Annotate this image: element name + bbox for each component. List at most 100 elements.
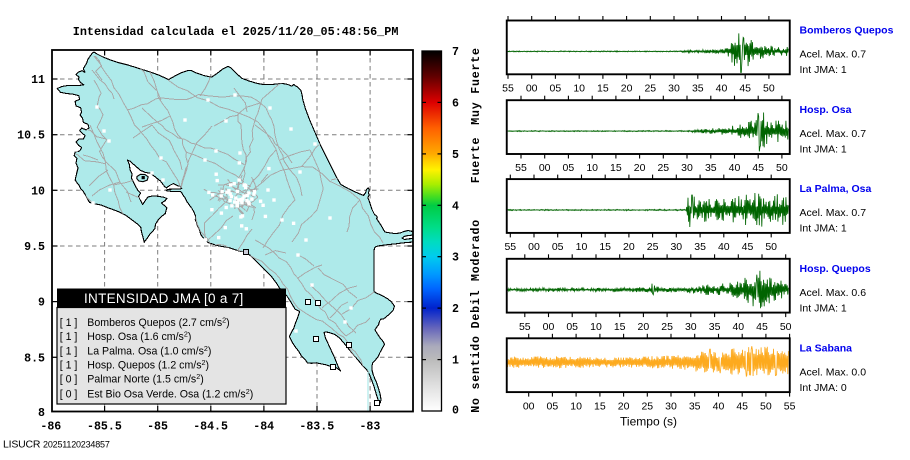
svg-text:Hosp. Osa (1.6 cm/s2): Hosp. Osa (1.6 cm/s2) [87,330,191,344]
svg-text:25: 25 [661,321,673,333]
svg-text:8: 8 [38,407,45,420]
svg-text:35: 35 [694,241,706,253]
svg-text:40: 40 [718,241,730,253]
svg-text:-83.5: -83.5 [299,421,334,434]
svg-text:[ 1 ]: [ 1 ] [60,331,78,343]
svg-text:55: 55 [502,83,514,95]
svg-text:3: 3 [452,252,459,265]
svg-text:35: 35 [705,162,717,174]
svg-text:00: 00 [523,400,535,412]
svg-text:35: 35 [692,83,704,95]
svg-text:25: 25 [657,162,669,174]
svg-text:05: 05 [552,241,564,253]
svg-text:[ 0 ]: [ 0 ] [60,374,78,386]
svg-text:20: 20 [634,162,646,174]
svg-text:0: 0 [452,405,459,418]
svg-text:Acel. Max. 0.6: Acel. Max. 0.6 [800,287,867,299]
svg-text:45: 45 [739,83,751,95]
svg-text:8.5: 8.5 [24,352,45,365]
svg-text:Acel. Max. 0.7: Acel. Max. 0.7 [800,128,867,140]
svg-text:10: 10 [573,83,585,95]
svg-text:20: 20 [621,83,633,95]
svg-text:[ 1 ]: [ 1 ] [60,360,78,372]
svg-text:No sentido: No sentido [470,335,483,413]
svg-text:-84: -84 [253,421,274,434]
svg-text:00: 00 [543,321,555,333]
svg-text:5: 5 [452,149,459,162]
svg-text:Bomberos Quepos: Bomberos Quepos [800,25,894,37]
svg-text:7: 7 [452,46,459,59]
svg-text:10: 10 [570,400,582,412]
svg-text:Fuerte: Fuerte [470,137,483,184]
svg-text:00: 00 [526,83,538,95]
svg-text:20: 20 [623,241,635,253]
svg-text:45: 45 [752,162,764,174]
svg-text:INTENSIDAD JMA [0 a 7]: INTENSIDAD JMA [0 a 7] [84,291,244,306]
svg-text:20: 20 [638,321,650,333]
svg-text:2: 2 [452,303,459,316]
svg-text:05: 05 [550,83,562,95]
svg-text:10: 10 [590,321,602,333]
svg-text:9.5: 9.5 [24,241,45,254]
svg-text:55: 55 [515,162,527,174]
svg-text:Intensidad calculada el 2025/1: Intensidad calculada el 2025/11/20_05:48… [73,25,399,39]
svg-text:Acel. Max. 0.7: Acel. Max. 0.7 [800,207,867,219]
svg-text:4: 4 [452,200,459,213]
svg-text:Palmar Norte (1.5 cm/s2): Palmar Norte (1.5 cm/s2) [87,372,203,386]
svg-text:50: 50 [776,162,788,174]
svg-text:Int JMA: 0: Int JMA: 0 [800,382,847,394]
svg-text:-84.5: -84.5 [193,421,228,434]
svg-text:11: 11 [31,74,45,87]
svg-text:Int JMA: 1: Int JMA: 1 [800,144,847,156]
svg-text:Int JMA: 1: Int JMA: 1 [800,64,847,76]
svg-text:05: 05 [563,162,575,174]
svg-text:30: 30 [665,400,677,412]
svg-text:15: 15 [610,162,622,174]
svg-text:Est Bio Osa Verde. Osa (1.2 cm: Est Bio Osa Verde. Osa (1.2 cm/s2) [87,387,253,401]
svg-text:10: 10 [31,185,45,198]
svg-text:15: 15 [599,241,611,253]
svg-text:50: 50 [780,321,792,333]
svg-text:La Palma, Osa: La Palma, Osa [800,183,872,195]
svg-text:La Palma. Osa (1.0 cm/s2): La Palma. Osa (1.0 cm/s2) [87,344,211,358]
svg-text:Acel. Max. 0.7: Acel. Max. 0.7 [800,49,867,61]
svg-text:15: 15 [594,400,606,412]
svg-text:[ 1 ]: [ 1 ] [60,317,78,329]
svg-text:Tiempo (s): Tiempo (s) [620,415,677,429]
svg-text:[ 1 ]: [ 1 ] [60,345,78,357]
svg-text:30: 30 [681,162,693,174]
svg-text:50: 50 [763,83,775,95]
svg-text:25: 25 [644,83,656,95]
svg-text:-85.5: -85.5 [87,421,122,434]
svg-text:45: 45 [736,400,748,412]
svg-text:40: 40 [732,321,744,333]
svg-text:Moderado: Moderado [470,219,483,281]
svg-text:Int JMA: 1: Int JMA: 1 [800,223,847,235]
svg-text:-83: -83 [359,421,380,434]
svg-text:55: 55 [519,321,531,333]
svg-text:25: 25 [647,241,659,253]
svg-text:[ 0 ]: [ 0 ] [60,389,78,401]
svg-text:40: 40 [729,162,741,174]
svg-text:Muy Fuerte: Muy Fuerte [470,47,483,125]
svg-text:9: 9 [38,297,45,310]
svg-text:30: 30 [668,83,680,95]
svg-text:15: 15 [597,83,609,95]
svg-text:50: 50 [765,241,777,253]
svg-text:00: 00 [528,241,540,253]
svg-text:10: 10 [586,162,598,174]
svg-text:55: 55 [504,241,516,253]
svg-text:30: 30 [685,321,697,333]
svg-text:Bomberos Quepos (2.7 cm/s2): Bomberos Quepos (2.7 cm/s2) [87,315,229,329]
svg-text:50: 50 [760,400,772,412]
svg-text:10: 10 [576,241,588,253]
svg-text:05: 05 [547,400,559,412]
svg-text:25: 25 [641,400,653,412]
svg-text:40: 40 [713,400,725,412]
svg-text:20: 20 [618,400,630,412]
svg-text:45: 45 [756,321,768,333]
svg-text:La Sabana: La Sabana [800,342,853,354]
svg-text:35: 35 [689,400,701,412]
svg-text:45: 45 [742,241,754,253]
svg-text:40: 40 [716,83,728,95]
